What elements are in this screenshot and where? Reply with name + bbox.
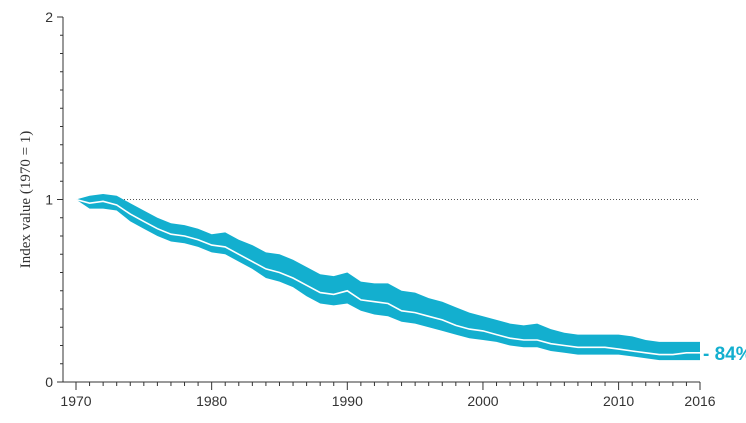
axes: 0 1 2 1970 1980 1990 2000 2010 2016: [45, 9, 716, 409]
x-tick-label: 2010: [603, 393, 634, 409]
change-annotation: - 84%: [703, 344, 746, 365]
x-tick-label: 1970: [60, 393, 91, 409]
y-tick-label: 0: [45, 374, 53, 390]
confidence-band: [76, 194, 700, 361]
y-axis-label: Index value (1970 = 1): [18, 131, 34, 269]
x-tick-label: 2016: [684, 393, 715, 409]
x-tick-label: 1990: [332, 393, 363, 409]
y-tick-label: 1: [45, 192, 53, 208]
x-tick-label: 1980: [196, 393, 227, 409]
x-tick-label: 2000: [467, 393, 498, 409]
y-tick-label: 2: [45, 9, 53, 25]
index-line: [75, 198, 700, 356]
chart-marks: [75, 194, 700, 361]
